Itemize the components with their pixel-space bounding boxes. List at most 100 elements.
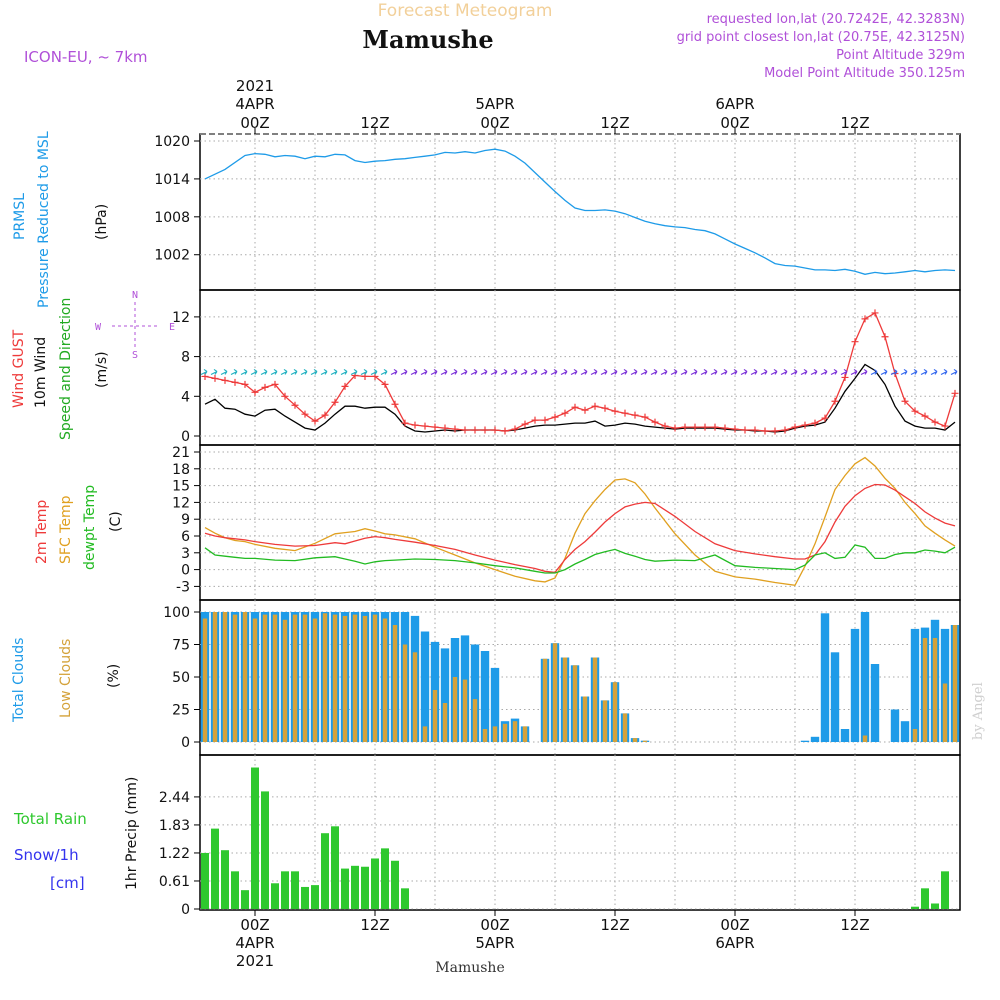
prmsl-desc-label: Pressure Reduced to MSL <box>36 131 52 308</box>
wind-direction-arrow <box>940 369 948 375</box>
total-cloud-bar <box>870 664 880 742</box>
wind-ytick-label: 0 <box>181 429 190 445</box>
gust-marker <box>871 309 879 317</box>
temp-ytick-label: 12 <box>172 495 190 511</box>
time-axes: 00Z00Z4APR4APR2021202112Z12Z00Z00Z5APR5A… <box>235 77 869 970</box>
total-cloud-bar <box>490 667 500 742</box>
compass-rose: N S W E <box>95 290 175 361</box>
time-label-top: 12Z <box>600 114 629 132</box>
banner-title: Forecast Meteogram <box>378 1 553 21</box>
gust-marker <box>911 407 919 415</box>
gust-marker <box>691 423 699 431</box>
pressure-unit: (hPa) <box>94 204 110 240</box>
precipitation-panel <box>201 767 949 909</box>
year-label-bottom: 2021 <box>236 952 274 970</box>
gust-marker <box>261 383 269 391</box>
rain-bar <box>201 852 209 909</box>
low-cloud-bar <box>622 713 628 742</box>
gust-marker <box>561 409 569 417</box>
wind-direction-arrow <box>400 369 408 375</box>
wind-direction-arrow <box>920 369 928 375</box>
t2m-line <box>204 483 956 574</box>
gust-marker <box>351 371 359 379</box>
wind-direction-arrow <box>600 369 608 375</box>
prmsl-label: PRMSL <box>12 193 28 240</box>
time-label-bottom: 12Z <box>840 916 869 934</box>
rain-bar <box>281 871 289 909</box>
compass-w: W <box>95 322 102 333</box>
wind-direction-arrow <box>820 369 828 375</box>
gust-marker <box>461 426 469 434</box>
temp-ytick-label: 21 <box>172 445 190 461</box>
total-cloud-bar <box>420 631 430 742</box>
rain-bar <box>401 888 409 909</box>
gust-marker <box>811 419 819 427</box>
wind-direction-arrow <box>890 369 898 375</box>
total-cloud-bar <box>860 612 870 742</box>
wind-direction-arrow <box>760 369 768 375</box>
wind-direction-arrow <box>390 369 398 375</box>
wind-direction-arrow <box>620 369 628 375</box>
wind-direction-arrow <box>200 369 208 375</box>
wind-direction-arrow <box>320 369 328 375</box>
wind-direction-arrow <box>430 369 438 375</box>
temperature-labels: 2m Temp SFC Temp dewpt Temp (C) <box>34 485 124 570</box>
dewpt-line <box>204 544 956 574</box>
wind-direction-arrow <box>710 369 718 375</box>
snow-unit-label: [cm] <box>50 874 85 892</box>
compass-n: N <box>132 290 138 301</box>
low-cloud-bar <box>862 735 868 742</box>
time-label-top: 12Z <box>360 114 389 132</box>
gust-marker <box>321 411 329 419</box>
gust-marker <box>681 423 689 431</box>
wind-direction-arrow <box>380 369 388 375</box>
gust-marker <box>751 426 759 434</box>
gust-marker <box>851 338 859 346</box>
total-cloud-bar <box>840 729 850 742</box>
gust-marker <box>381 380 389 388</box>
gust-marker <box>221 376 229 384</box>
wind-direction-arrow <box>250 369 258 375</box>
gust-marker <box>701 423 709 431</box>
pressure-labels: PRMSL Pressure Reduced to MSL (hPa) <box>12 131 110 308</box>
total-cloud-bar <box>480 651 490 742</box>
temperature-panel <box>204 456 956 587</box>
t2m-label: 2m Temp <box>34 500 50 564</box>
gust-marker <box>501 427 509 435</box>
wind-direction-arrow <box>720 369 728 375</box>
gust-marker <box>401 419 409 427</box>
low-cloud-bar <box>502 723 508 742</box>
total-cloud-bar <box>850 628 860 742</box>
precip-ytick-label: 0 <box>181 902 190 918</box>
gust-marker <box>331 398 339 406</box>
clouds-ytick-label: 100 <box>163 605 190 621</box>
watermark: by Angel <box>971 682 986 740</box>
low-cloud-bar <box>602 700 608 742</box>
rain-bar <box>311 885 319 909</box>
gust-marker <box>481 426 489 434</box>
wind-direction-arrow <box>540 369 548 375</box>
wind-direction-arrow <box>570 369 578 375</box>
precip-ytick-label: 1.22 <box>159 846 190 862</box>
rain-bar <box>231 871 239 909</box>
gust-marker <box>801 421 809 429</box>
wind-direction-arrow <box>810 369 818 375</box>
wind-gust-label: Wind GUST <box>11 329 27 408</box>
wind-direction-arrow <box>290 369 298 375</box>
footer-location: Mamushe <box>435 960 504 976</box>
low-cloud-bar <box>522 726 528 742</box>
gust-marker <box>611 407 619 415</box>
gust-marker <box>431 423 439 431</box>
temp-ytick-label: 6 <box>181 529 190 545</box>
rain-bar <box>331 826 339 909</box>
wind-direction-arrow <box>610 369 618 375</box>
cloud-labels: Total Clouds Low Clouds (%) <box>11 638 122 723</box>
total-cloud-bar <box>810 736 820 742</box>
precip-unit: 1hr Precip (mm) <box>124 777 140 890</box>
gust-marker <box>791 423 799 431</box>
low-cloud-bar <box>392 625 398 742</box>
temp-ytick-label: 9 <box>181 512 190 528</box>
low-cloud-bar <box>922 638 928 742</box>
wind-direction-arrow <box>240 369 248 375</box>
pressure-ytick-label: 1020 <box>154 134 190 150</box>
